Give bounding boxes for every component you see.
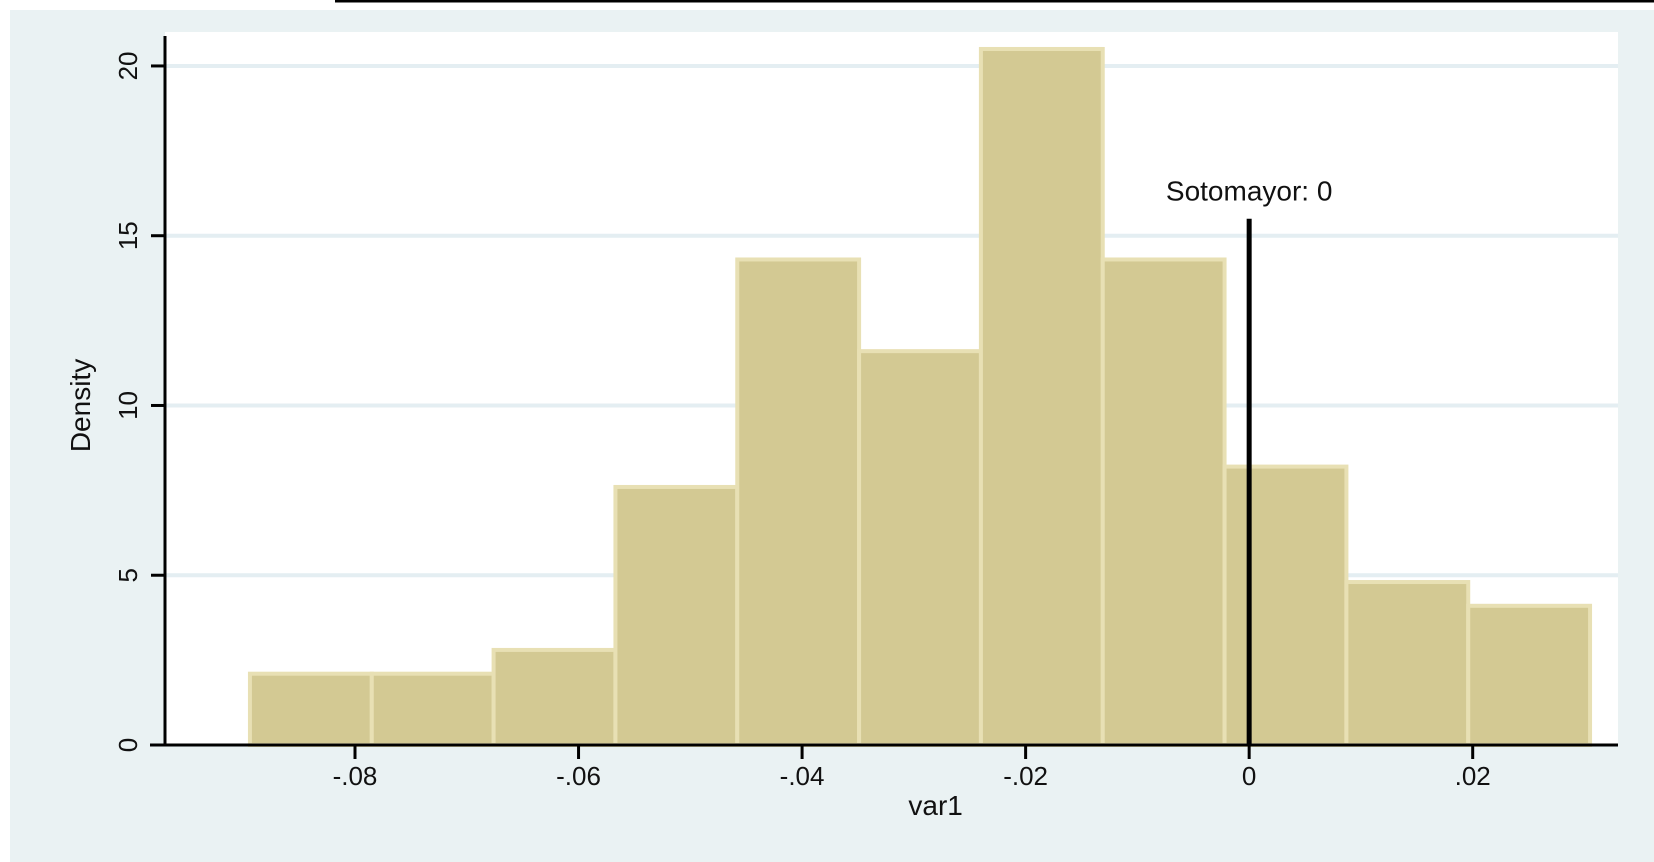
y-tick-label-2: 10: [113, 391, 143, 420]
histogram-bar-1: [247, 671, 374, 748]
y-axis-title: Density: [65, 359, 96, 452]
histogram-bar-8: [1100, 257, 1227, 747]
x-tick-label-0: -.08: [333, 761, 378, 791]
histogram-bar-6: [857, 349, 983, 747]
x-tick-label-3: -.02: [1003, 761, 1048, 791]
histogram-bar-10: [1344, 580, 1471, 747]
reference-line-group: Sotomayor: 0: [1166, 176, 1333, 745]
x-tick-label-1: -.06: [556, 761, 601, 791]
x-tick-label-5: .02: [1455, 761, 1491, 791]
y-tick-label-1: 5: [113, 568, 143, 582]
histogram-bar-3: [491, 647, 618, 748]
histogram-bar-4: [613, 484, 740, 747]
x-axis-title: var1: [908, 790, 962, 821]
x-tick-label-2: -.04: [780, 761, 825, 791]
y-tick-label-4: 20: [113, 51, 143, 80]
histogram-bar-2: [369, 671, 496, 748]
histogram-bar-5: [735, 257, 862, 747]
histogram-bars: [247, 46, 1593, 748]
reference-line-label: Sotomayor: 0: [1166, 176, 1333, 207]
histogram-bar-9: [1222, 464, 1349, 747]
histogram-bar-11: [1466, 603, 1593, 747]
x-axis: -.08 -.06 -.04 -.02 0 .02: [150, 743, 1618, 791]
histogram-bar-7: [978, 46, 1105, 747]
y-tick-label-0: 0: [113, 738, 143, 752]
x-tick-label-4: 0: [1242, 761, 1256, 791]
y-tick-label-3: 15: [113, 221, 143, 250]
